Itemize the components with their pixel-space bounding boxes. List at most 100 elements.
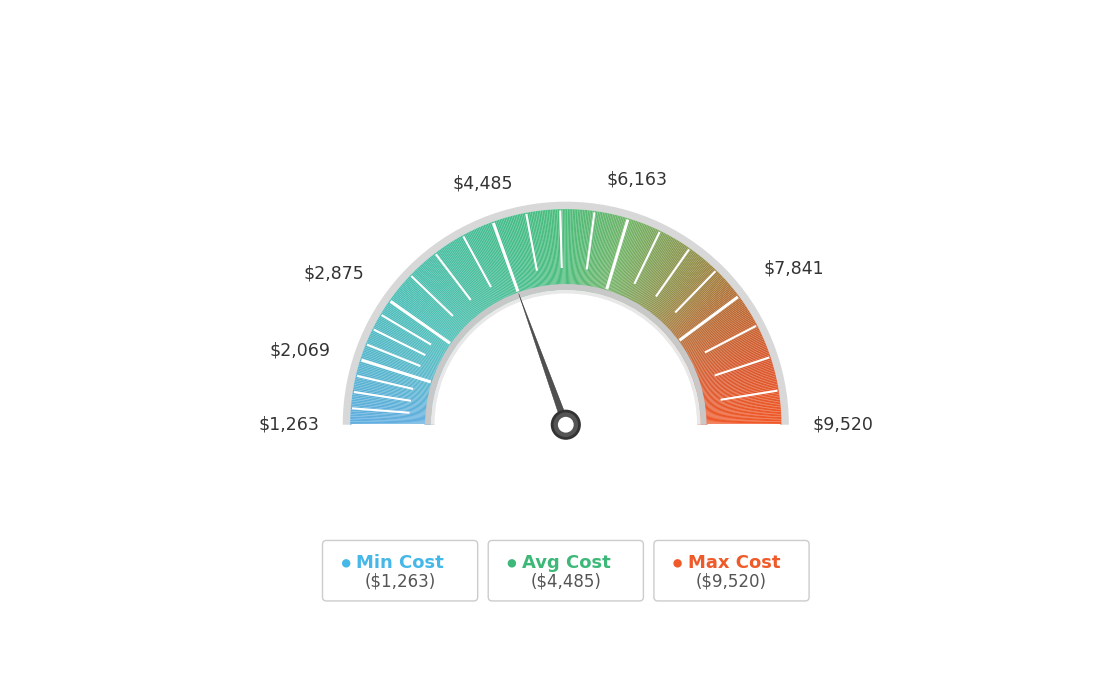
Wedge shape [394,293,461,345]
Wedge shape [532,211,546,295]
Wedge shape [602,217,626,299]
Wedge shape [697,401,781,411]
Wedge shape [694,381,777,399]
Wedge shape [641,248,691,317]
Wedge shape [612,222,643,302]
Wedge shape [679,313,752,358]
Wedge shape [617,226,651,304]
Wedge shape [369,335,446,371]
Wedge shape [652,262,709,326]
Wedge shape [627,234,668,309]
Wedge shape [374,324,449,364]
Wedge shape [681,322,756,363]
Wedge shape [505,217,529,299]
Wedge shape [606,219,634,300]
Wedge shape [683,330,761,368]
Wedge shape [355,375,438,395]
Wedge shape [655,265,712,328]
Wedge shape [351,409,435,417]
Wedge shape [363,350,443,380]
Wedge shape [598,216,622,297]
Wedge shape [690,352,769,381]
Wedge shape [424,261,480,326]
Wedge shape [678,312,751,357]
Wedge shape [688,342,766,375]
Wedge shape [460,236,502,310]
Wedge shape [564,209,565,293]
Wedge shape [495,221,523,301]
Wedge shape [599,216,623,298]
Wedge shape [416,268,475,331]
Wedge shape [350,413,435,419]
Wedge shape [631,238,676,311]
Text: $7,841: $7,841 [764,259,825,277]
Wedge shape [435,293,697,425]
Wedge shape [353,384,436,401]
Wedge shape [391,297,460,348]
Wedge shape [420,265,477,328]
Wedge shape [573,209,580,293]
Wedge shape [371,330,448,368]
Wedge shape [561,209,564,293]
Circle shape [558,417,574,433]
Wedge shape [455,239,499,312]
Wedge shape [421,264,478,328]
Wedge shape [411,273,473,333]
Wedge shape [588,213,605,295]
Wedge shape [487,224,519,302]
Wedge shape [684,331,761,368]
Wedge shape [376,319,452,362]
Wedge shape [498,219,526,300]
Wedge shape [697,415,782,420]
Wedge shape [580,210,590,294]
Wedge shape [552,209,559,293]
Wedge shape [682,325,758,365]
Wedge shape [592,213,609,296]
Wedge shape [569,209,573,293]
Wedge shape [698,422,782,424]
Wedge shape [675,304,745,352]
Wedge shape [352,393,436,406]
Wedge shape [485,224,518,303]
Wedge shape [626,233,666,308]
Wedge shape [676,305,746,353]
Wedge shape [384,308,455,354]
Wedge shape [594,214,615,297]
Wedge shape [620,229,658,306]
Wedge shape [537,210,550,295]
Wedge shape [396,290,464,344]
Wedge shape [367,341,445,375]
Wedge shape [506,217,530,299]
Wedge shape [342,201,789,425]
Wedge shape [522,213,540,296]
Wedge shape [697,397,781,409]
Wedge shape [683,328,760,367]
Wedge shape [594,214,613,297]
Wedge shape [664,279,726,337]
Wedge shape [583,211,596,295]
Wedge shape [686,337,764,373]
Wedge shape [406,278,469,336]
Wedge shape [496,220,524,300]
Wedge shape [697,396,779,408]
Wedge shape [439,249,489,318]
Wedge shape [423,262,479,326]
Wedge shape [697,413,782,419]
Wedge shape [359,363,439,388]
Wedge shape [542,210,552,294]
Wedge shape [693,369,775,392]
Wedge shape [590,213,606,295]
Wedge shape [401,285,466,340]
Wedge shape [622,230,659,306]
Wedge shape [492,221,522,301]
Wedge shape [613,223,644,302]
Wedge shape [548,210,555,294]
Text: Max Cost: Max Cost [688,554,781,572]
Wedge shape [461,235,503,310]
Wedge shape [399,287,465,342]
Wedge shape [698,418,782,422]
Wedge shape [459,237,501,310]
Wedge shape [418,266,477,329]
Wedge shape [574,210,581,293]
Wedge shape [386,304,457,352]
